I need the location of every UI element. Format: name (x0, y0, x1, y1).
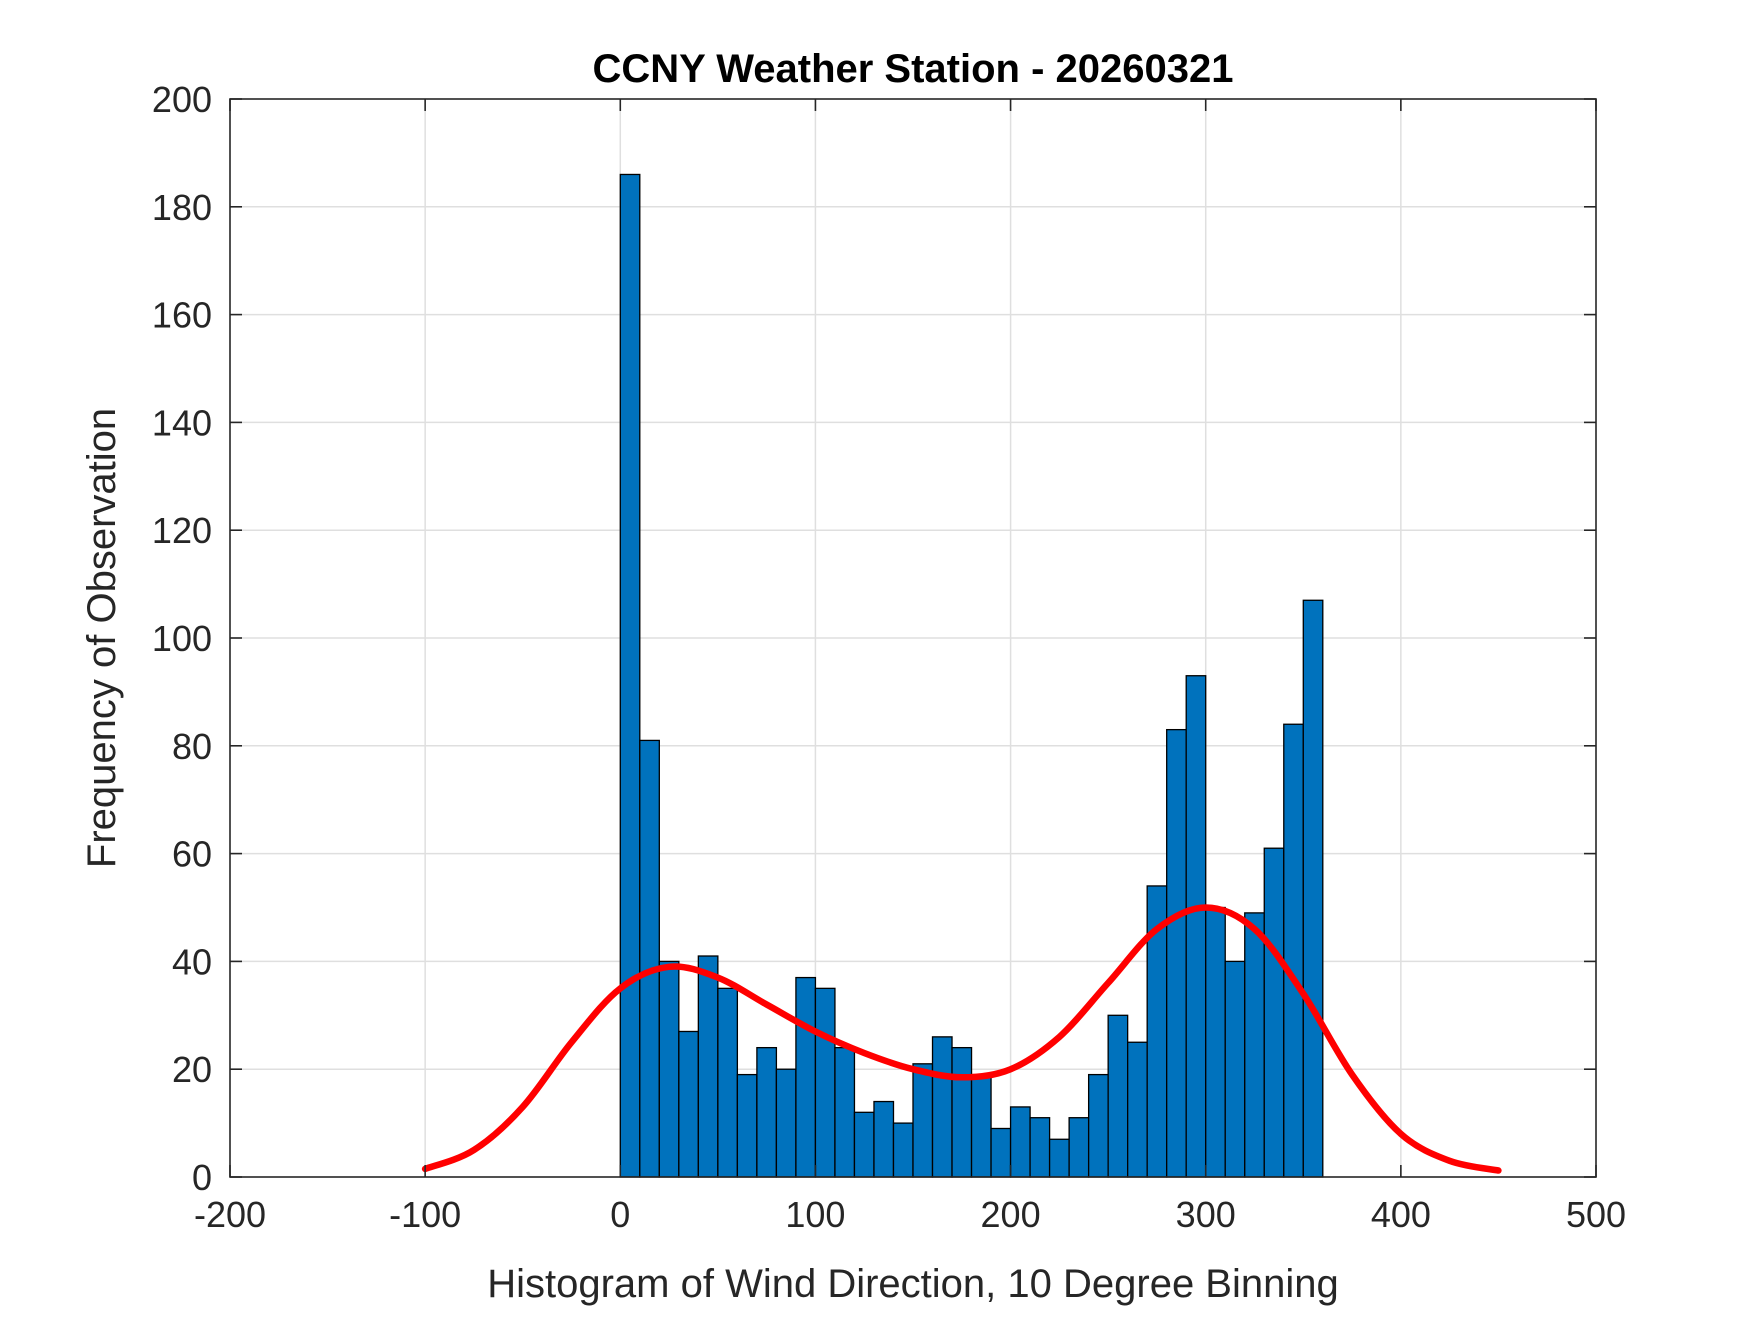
tick-marks (229, 98, 1597, 1178)
histogram-bar (619, 173, 641, 1178)
histogram-bar (1302, 599, 1324, 1178)
histogram-bar (1029, 1117, 1051, 1178)
histogram-bar (873, 1100, 895, 1178)
histogram-bar (1185, 675, 1207, 1178)
histogram-bar (814, 987, 836, 1178)
histogram-bar (970, 1073, 992, 1178)
histogram-bar (1107, 1014, 1129, 1178)
histogram-bar (1009, 1106, 1031, 1178)
chart-title: CCNY Weather Station - 20260321 (593, 47, 1234, 91)
histogram-bar (736, 1073, 758, 1178)
x-tick-label: -100 (389, 1194, 461, 1235)
histogram-bar (1127, 1041, 1148, 1178)
histogram-bar (717, 987, 739, 1178)
histogram-bar (658, 960, 680, 1178)
x-axis-label: Histogram of Wind Direction, 10 Degree B… (487, 1262, 1339, 1306)
histogram-bar (1068, 1117, 1090, 1178)
y-tick-label: 160 (152, 295, 212, 336)
histogram-bar (639, 739, 660, 1178)
histogram-bar (1087, 1073, 1109, 1178)
histogram-bar (678, 1030, 699, 1178)
histogram-bar (853, 1111, 875, 1178)
histogram-bar (1205, 906, 1226, 1178)
histogram-bar (1048, 1138, 1070, 1178)
histogram-bar (1283, 723, 1304, 1178)
y-tick-label: 0 (192, 1157, 212, 1198)
x-tick-label: 200 (981, 1194, 1041, 1235)
x-tick-label: 400 (1371, 1194, 1431, 1235)
histogram-bar (892, 1122, 914, 1178)
x-tick-label: 100 (785, 1194, 845, 1235)
histogram-bar (990, 1127, 1012, 1178)
histogram-bar (912, 1063, 934, 1178)
histogram-bar (697, 955, 719, 1178)
histogram-bar (1263, 847, 1285, 1178)
y-tick-label: 200 (152, 79, 212, 120)
histogram-bar (1224, 960, 1246, 1178)
y-tick-labels: 0 20 40 60 80 100 120 140 160 180 200 (152, 79, 212, 1198)
y-tick-label: 120 (152, 510, 212, 551)
y-tick-label: 140 (152, 402, 212, 443)
histogram-bar (775, 1068, 797, 1178)
histogram-bar (1244, 912, 1265, 1178)
x-tick-label: 0 (610, 1194, 630, 1235)
histogram-bar (1166, 728, 1187, 1178)
y-tick-label: 180 (152, 187, 212, 228)
y-tick-label: 60 (172, 834, 212, 875)
histogram-bar (834, 1046, 856, 1178)
y-axis-label: Frequency of Observation (80, 408, 124, 868)
histogram-bar (951, 1046, 973, 1178)
fit-curve (421, 904, 1502, 1174)
histogram-bars (619, 173, 1324, 1178)
x-tick-label: 500 (1566, 1194, 1626, 1235)
histogram-bar (931, 1036, 953, 1178)
y-tick-label: 40 (172, 941, 212, 982)
histogram-bar (795, 976, 817, 1178)
y-tick-label: 20 (172, 1049, 212, 1090)
x-tick-label: 300 (1176, 1194, 1236, 1235)
y-tick-label: 80 (172, 726, 212, 767)
y-tick-label: 100 (152, 618, 212, 659)
x-tick-label: -200 (194, 1194, 266, 1235)
x-tick-labels: -200 -100 0 100 200 300 400 500 (194, 1194, 1626, 1235)
histogram-bar (756, 1046, 778, 1178)
